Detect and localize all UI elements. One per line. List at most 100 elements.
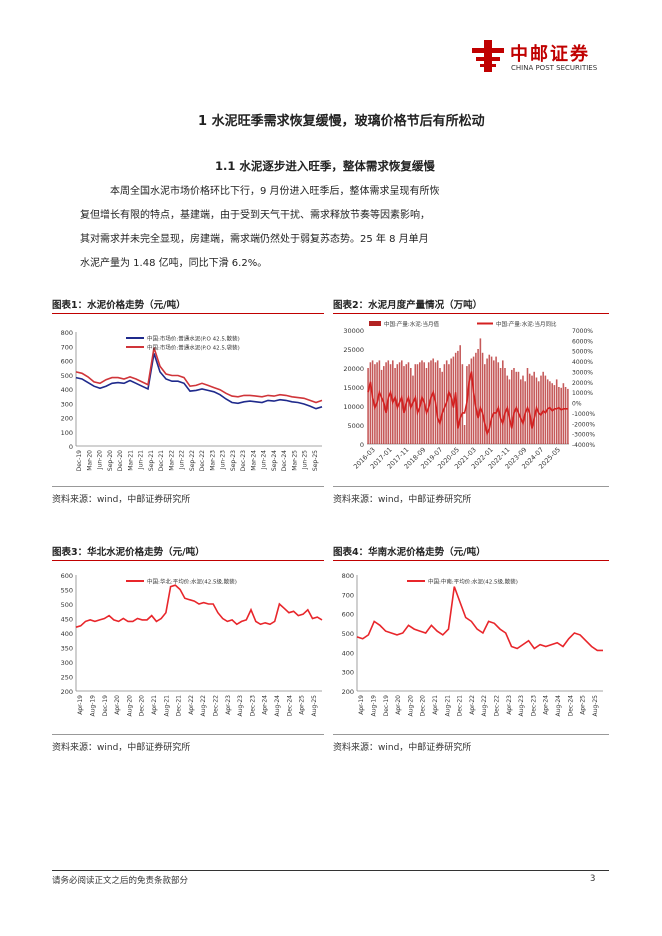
- chart4-xtick-label: Dec-20: [420, 695, 427, 717]
- figure-3-chart: 200 250 300 350 400 450 500 550 600 Apr-19 Aug-19 D…: [61, 572, 323, 717]
- chart4-xtick-label: Apr-23: [506, 695, 513, 715]
- chart2-bar: [369, 362, 372, 444]
- chart1-xtick-label: Sep-24: [271, 450, 278, 471]
- chart4-ytick-label: 700: [342, 591, 354, 599]
- chart3-xtick-label: Aug-20: [126, 695, 133, 717]
- logo-mark-icon: [472, 40, 504, 72]
- chart2-bar: [540, 375, 542, 444]
- chart2-ytick-label: 20000: [343, 365, 364, 373]
- chart2-y2tick-label: 3000%: [572, 369, 593, 376]
- figure-4-bottom-rule: [333, 734, 609, 735]
- chart3-legend-label: 中国:华北:平均价:水泥(42.5级,散装): [147, 578, 237, 586]
- chart3-ytick-label: 550: [61, 587, 73, 595]
- section-heading: 1 水泥旺季需求恢复缓慢，玻璃价格节后有所松动: [198, 114, 485, 129]
- chart1-xtick-label: Mar-20: [86, 450, 93, 471]
- chart1-xtick-label: Jun-23: [220, 450, 227, 470]
- chart4-xtick-label: Apr-24: [543, 695, 550, 715]
- chart2-bar: [513, 368, 515, 444]
- body-line-2: 复但增长有限的特点，基建端，由于受到天气干扰、需求释放节奏等因素影响，: [80, 210, 430, 221]
- chart4-ytick-label: 400: [342, 649, 354, 657]
- chart3-series-line: [75, 584, 323, 628]
- page-number: 3: [590, 874, 596, 884]
- chart2-legend-swatch: [369, 321, 381, 326]
- figure-3-title: 图表3：华北水泥价格走势（元/吨）: [52, 547, 205, 558]
- chart3-ytick-label: 600: [61, 572, 73, 580]
- brand-logo: 中邮证券 CHINA POST SECURITIES: [470, 38, 610, 78]
- chart2-bar: [427, 362, 430, 444]
- figure-3-top-rule: [52, 560, 324, 561]
- chart3-xtick-label: Dec-24: [286, 695, 293, 717]
- chart3-xtick-label: Dec-22: [212, 695, 219, 717]
- chart1-xtick-label: Sep-20: [107, 450, 114, 471]
- chart2-y2tick-label: 4000%: [572, 359, 593, 366]
- chart3-xtick-label: Apr-25: [299, 695, 306, 715]
- chart2-bar: [441, 371, 443, 444]
- chart1-xtick-label: Mar-25: [291, 450, 298, 471]
- chart4-xtick-label: Dec-22: [493, 695, 500, 717]
- chart2-bar: [459, 345, 461, 444]
- chart2-y2tick-label: 6000%: [572, 338, 593, 345]
- chart1-xtick-label: Dec-23: [240, 450, 247, 472]
- chart1-xtick-label: Dec-20: [117, 450, 124, 472]
- chart4-ytick-label: 200: [342, 688, 354, 696]
- logo-chinese-text: 中邮证券: [510, 44, 590, 65]
- chart2-bar: [436, 360, 439, 444]
- chart2-bar: [558, 387, 560, 444]
- chart2-bar: [549, 381, 551, 444]
- chart2-bar: [461, 364, 464, 444]
- chart2-bar: [472, 356, 475, 444]
- chart1-ytick-label: 300: [61, 400, 73, 408]
- chart3-ytick-label: 300: [61, 659, 73, 667]
- chart1-ytick-label: 700: [61, 343, 73, 351]
- chart2-bar: [367, 368, 369, 444]
- chart2-ytick-label: 25000: [343, 346, 364, 354]
- chart2-bar: [385, 362, 387, 444]
- chart2-bar: [542, 371, 544, 444]
- chart2-bar: [488, 354, 491, 444]
- chart2-bar: [425, 368, 428, 444]
- chart4-ytick-label: 500: [342, 630, 354, 638]
- chart4-xtick-label: Apr-21: [432, 695, 439, 715]
- chart2-bar: [517, 371, 520, 444]
- figure-3-bottom-rule: [52, 734, 324, 735]
- chart1-xtick-label: Dec-22: [199, 450, 206, 472]
- chart2-ytick-label: 30000: [343, 327, 364, 335]
- chart2-bar: [463, 425, 466, 444]
- chart2-bar: [520, 379, 522, 444]
- figure-2-source: 资料来源：wind，中邮证券研究所: [333, 495, 472, 505]
- logo-english-text: CHINA POST SECURITIES: [511, 64, 598, 72]
- chart4-ytick-label: 800: [342, 572, 354, 580]
- chart3-xtick-label: Aug-24: [274, 695, 281, 717]
- chart2-bar: [511, 369, 513, 444]
- chart2-bar: [567, 388, 569, 444]
- figure-4-top-rule: [333, 560, 609, 561]
- chart3-xtick-label: Aug-25: [311, 695, 318, 717]
- footer-disclaimer: 请务必阅读正文之后的免责条款部分: [52, 876, 189, 886]
- chart2-bar: [495, 356, 497, 444]
- figure-2-chart: 0 5000 10000 15000 20000 25000 30000 7000% 6000%…: [343, 320, 595, 471]
- chart2-y2tick-label: 1000%: [572, 390, 593, 397]
- chart2-bar: [528, 373, 531, 444]
- chart2-bar: [430, 360, 432, 444]
- chart2-bar: [479, 338, 482, 444]
- chart2-bar: [551, 383, 553, 444]
- chart3-xtick-label: Apr-21: [151, 695, 158, 715]
- chart2-bar: [484, 364, 486, 444]
- body-line-1: 本周全国水泥市场价格环比下行，9 月份进入旺季后，整体需求呈现有所恢: [110, 186, 440, 197]
- chart1-xtick-label: Dec-19: [76, 450, 83, 472]
- chart4-xtick-label: Apr-20: [395, 695, 402, 715]
- chart2-bar: [504, 368, 506, 444]
- chart3-ytick-label: 350: [61, 645, 73, 653]
- chart4-xtick-label: Dec-24: [567, 695, 574, 717]
- chart2-bar: [394, 368, 396, 444]
- chart2-bar: [533, 371, 535, 444]
- chart2-y2tick-label: 0%: [572, 401, 582, 408]
- chart1-ytick-label: 0: [69, 443, 73, 451]
- chart3-xtick-label: Aug-21: [163, 695, 170, 717]
- chart2-bar: [439, 368, 441, 444]
- chart1-ytick-label: 100: [61, 429, 73, 437]
- chart2-ytick-label: 15000: [343, 384, 364, 392]
- chart1-xtick-label: Mar-24: [250, 450, 257, 471]
- figure-4-chart: 200 300 400 500 600 700 800 Apr-19 Aug-19 Dec-19 A…: [342, 572, 603, 717]
- chart2-y2tick-label: -4000%: [572, 442, 595, 449]
